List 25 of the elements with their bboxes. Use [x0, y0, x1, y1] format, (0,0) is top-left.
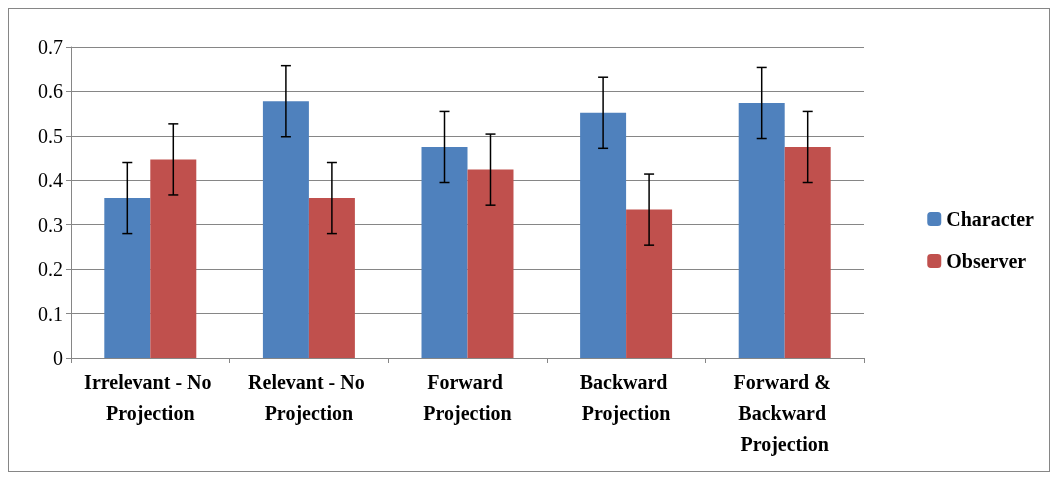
bar — [308, 198, 355, 358]
bar — [784, 146, 831, 358]
bar — [421, 146, 468, 358]
x-tick-label: Irrelevant - No Projection — [84, 370, 217, 425]
x-tick-label: Forward & Backward Projection — [733, 370, 836, 456]
bar — [104, 198, 151, 358]
y-tick-label: 0.2 — [38, 258, 63, 281]
y-tick-label: 0.5 — [38, 124, 63, 147]
x-tick-label: Relevant - No Projection — [248, 370, 370, 425]
legend-label: Observer — [946, 250, 1027, 272]
y-tick-label: 0.6 — [38, 80, 63, 103]
bar — [580, 112, 627, 358]
bar — [738, 102, 785, 358]
bar — [262, 101, 309, 358]
x-tick-label: Backward Projection — [579, 370, 673, 425]
bar — [150, 159, 197, 358]
y-tick-label: 0.7 — [38, 36, 63, 58]
y-tick-label: 0.3 — [38, 213, 63, 236]
legend-label: Character — [946, 208, 1035, 230]
y-tick-label: 0 — [53, 347, 63, 369]
y-tick-label: 0.4 — [38, 169, 63, 192]
y-tick-label: 0.1 — [38, 302, 63, 325]
x-tick-label: Forward Projection — [423, 370, 512, 425]
bar — [626, 209, 673, 358]
bar — [467, 169, 514, 358]
